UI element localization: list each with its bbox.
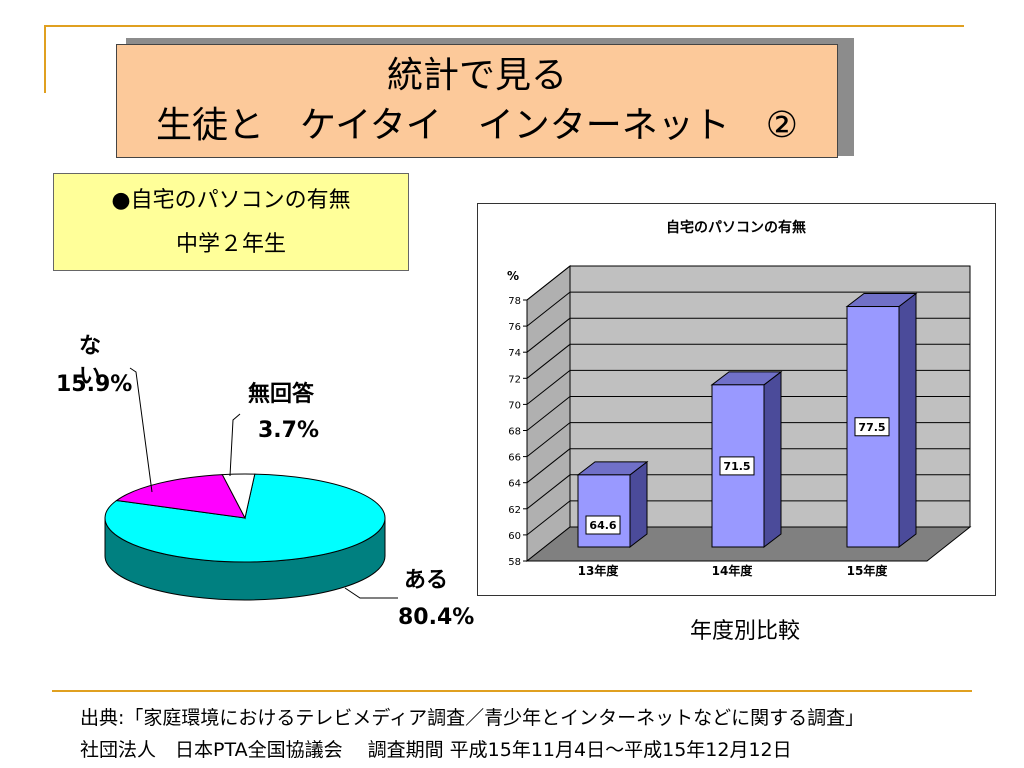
label-line-2: 中学２年生 xyxy=(175,232,286,257)
bottom-rule xyxy=(52,690,972,692)
bar-chart-panel xyxy=(477,203,996,596)
pie-label-muka: 無回答 xyxy=(248,380,314,410)
title-line-2: 生徒と ケイタイ インターネット ② xyxy=(155,105,799,146)
pie-value-muka-text: 3.7% xyxy=(258,418,320,443)
pie-value-aru-text: 80.4% xyxy=(398,605,475,630)
bar-chart-caption: 年度別比較 xyxy=(690,619,801,644)
pie-value-aru: 80.4% xyxy=(398,603,474,633)
source-line: 出典:「家庭環境におけるテレビメディア調査／青少年とインターネットなどに関する調… xyxy=(80,707,865,729)
pie-label-aru: ある xyxy=(404,566,448,596)
pie-value-muka: 3.7% xyxy=(258,416,319,446)
title-box: 統計で見る 生徒と ケイタイ インターネット ② xyxy=(116,44,838,158)
survey-line: 社団法人 日本PTA全国協議会 調査期間 平成15年11月4日～平成15年12月… xyxy=(80,739,792,761)
leader-line-aru xyxy=(344,587,398,599)
pie-label-nai-name: ない xyxy=(78,334,101,389)
pie-label-nai: ない xyxy=(70,332,110,392)
leader-line-nai xyxy=(129,367,153,493)
pie-value-nai-text: 15.9% xyxy=(56,372,133,397)
label-line-1: ●自宅のパソコンの有無 xyxy=(111,188,351,213)
top-rule xyxy=(44,25,964,27)
pie-label-muka-name: 無回答 xyxy=(248,382,315,407)
label-box: ●自宅のパソコンの有無 中学２年生 xyxy=(53,173,409,271)
pie-slice-muka xyxy=(221,473,256,520)
left-rule xyxy=(44,25,46,93)
pie-slice-aru xyxy=(104,473,386,563)
pie-side-aru xyxy=(104,517,386,601)
pie-label-aru-name: ある xyxy=(404,568,449,593)
pie-slice-nai xyxy=(115,474,246,519)
leader-line-muka xyxy=(229,413,241,477)
title-line-1: 統計で見る xyxy=(386,55,567,96)
pie-value-nai: 15.9% xyxy=(56,370,132,400)
